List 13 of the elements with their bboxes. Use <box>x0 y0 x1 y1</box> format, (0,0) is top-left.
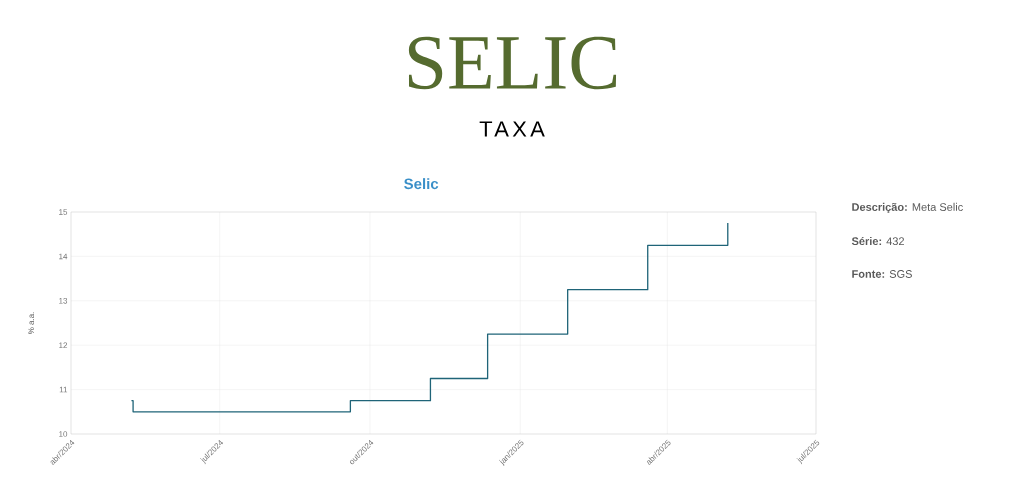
text: Série: 432 <box>851 236 904 246</box>
text: SELIC <box>408 36 617 90</box>
y-tick-label: 11 <box>59 386 68 393</box>
text: Descrição: Meta Selic <box>852 202 963 214</box>
text: Fonte: SGS <box>852 270 912 278</box>
text: TAXA <box>479 121 545 137</box>
y-tick-label: 14 <box>59 253 68 260</box>
y-tick-label: 10 <box>59 431 68 437</box>
chart-title: Selic <box>404 178 439 190</box>
y-tick-label: 13 <box>59 297 68 304</box>
y-tick-label: 15 <box>59 209 68 215</box>
y-axis-title: % a.a. <box>28 312 34 335</box>
y-tick-label: 12 <box>59 342 68 348</box>
